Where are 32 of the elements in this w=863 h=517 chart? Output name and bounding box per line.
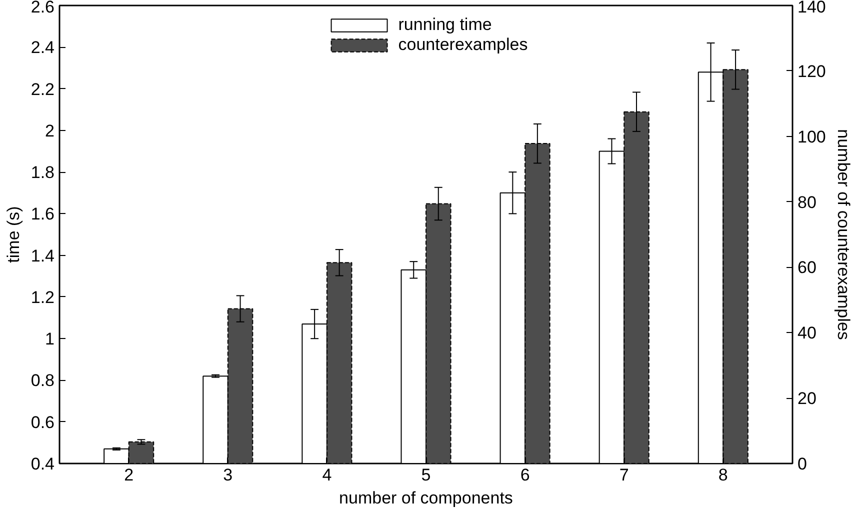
x-tick-label: 5 bbox=[421, 466, 431, 484]
y-tick-label: 1.2 bbox=[30, 288, 55, 307]
y-tick-label: 0.6 bbox=[30, 412, 55, 432]
y-tick-label: 1 bbox=[45, 330, 55, 349]
y2-tick-label: 140 bbox=[798, 0, 826, 16]
y2-tick-label: 60 bbox=[798, 258, 816, 278]
y-axis-title: time (s) bbox=[4, 206, 23, 263]
x-tick-label: 6 bbox=[520, 466, 530, 484]
y2-tick-label: 20 bbox=[798, 389, 816, 408]
x-tick-label: 3 bbox=[223, 466, 233, 484]
y2-axis-title: number of counterexamples bbox=[834, 129, 853, 340]
x-tick-label: 7 bbox=[619, 466, 629, 484]
y2-tick-label: 120 bbox=[798, 62, 826, 81]
legend-label: counterexamples bbox=[398, 35, 528, 55]
y2-tick-label: 0 bbox=[798, 454, 807, 474]
y2-tick-label: 40 bbox=[798, 324, 816, 343]
x-tick-label: 2 bbox=[124, 466, 134, 484]
x-axis-title: number of components bbox=[339, 488, 513, 508]
legend-label: running time bbox=[398, 15, 492, 35]
y-tick-label: 1.4 bbox=[30, 246, 55, 266]
x-tick-label: 8 bbox=[718, 466, 728, 484]
x-tick-label: 4 bbox=[322, 466, 332, 484]
y-tick-label: 1.6 bbox=[30, 204, 55, 224]
y-tick-label: 1.8 bbox=[30, 163, 55, 182]
y-tick-label: 2 bbox=[45, 121, 55, 140]
y-tick-label: 2.2 bbox=[30, 80, 55, 99]
y2-tick-label: 100 bbox=[798, 127, 826, 146]
y2-tick-label: 80 bbox=[798, 192, 816, 212]
y-tick-label: 0.8 bbox=[30, 371, 55, 390]
y-tick-label: 2.4 bbox=[30, 38, 55, 58]
y-tick-label: 0.4 bbox=[30, 454, 55, 474]
y-tick-label: 2.6 bbox=[30, 0, 55, 16]
